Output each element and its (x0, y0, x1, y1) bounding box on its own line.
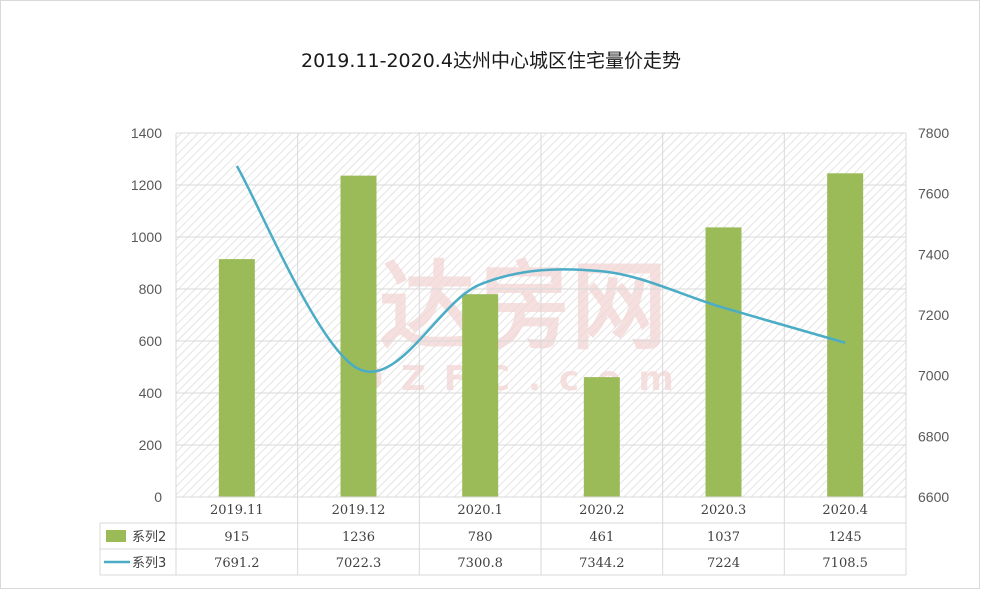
left-tick-label: 200 (139, 437, 163, 453)
left-tick-label: 0 (154, 489, 162, 505)
bar-2019.12 (340, 175, 377, 497)
watermark: 达房网 OZFC.com (354, 251, 692, 399)
series-name: 系列2 (132, 530, 166, 545)
table-cell-value: 915 (224, 530, 249, 545)
bar-series (218, 173, 864, 498)
category-label: 2020.4 (822, 503, 868, 518)
left-tick-label: 1200 (131, 177, 162, 193)
line-series (235, 165, 846, 373)
category-label: 2019.11 (210, 503, 264, 518)
right-tick-label: 7200 (918, 307, 949, 323)
category-label: 2020.3 (701, 503, 747, 518)
left-tick-label: 1400 (131, 125, 162, 141)
watermark-domain-text: OZFC.com (354, 359, 692, 399)
series-line (235, 165, 846, 373)
left-tick-label: 600 (139, 333, 163, 349)
left-axis: 0 200 400 600 800 1000 1200 1400 (131, 125, 162, 505)
table-cell-value: 7344.2 (579, 556, 625, 571)
right-axis: 6600 6800 7000 7200 7400 7600 7800 (918, 125, 949, 505)
bar-2020.2 (583, 377, 620, 497)
table-cell-value: 461 (589, 530, 614, 545)
table-cell-value: 7022.3 (336, 556, 382, 571)
data-table: 2019.11 2019.12 2020.1 2020.2 2020.3 2020.4 系列… (99, 496, 907, 576)
right-tick-label: 6800 (918, 428, 949, 444)
table-cell-value: 7224 (707, 556, 740, 571)
chart-title: 2019.11-2020.4达州中心城区住宅量价走势 (301, 50, 681, 72)
left-tick-label: 800 (139, 281, 163, 297)
category-label: 2020.1 (457, 503, 503, 518)
category-label: 2020.2 (579, 503, 625, 518)
right-tick-label: 7000 (918, 368, 949, 384)
series-name: 系列3 (132, 556, 166, 571)
table-cell-value: 7108.5 (822, 556, 868, 571)
legend-swatch-bar (106, 530, 126, 542)
table-cell-value: 1037 (707, 530, 740, 545)
right-tick-label: 7800 (918, 125, 949, 141)
bar-2020.3 (705, 227, 742, 497)
category-label: 2019.12 (332, 503, 386, 518)
bar-2020.1 (462, 294, 499, 497)
bar-2020.4 (827, 173, 864, 498)
table-cell-value: 1245 (829, 530, 862, 545)
table-cell-value: 7300.8 (457, 556, 503, 571)
table-cell-value: 7691.2 (214, 556, 260, 571)
left-tick-label: 400 (139, 385, 163, 401)
watermark-logo-text: 达房网 (379, 251, 667, 363)
table-cell-value: 780 (468, 530, 493, 545)
right-tick-label: 7600 (918, 186, 949, 202)
bar-2019.11 (218, 259, 255, 497)
right-tick-label: 7400 (918, 246, 949, 262)
right-tick-label: 6600 (918, 489, 949, 505)
left-tick-label: 1000 (131, 229, 162, 245)
table-cell-value: 1236 (342, 530, 375, 545)
